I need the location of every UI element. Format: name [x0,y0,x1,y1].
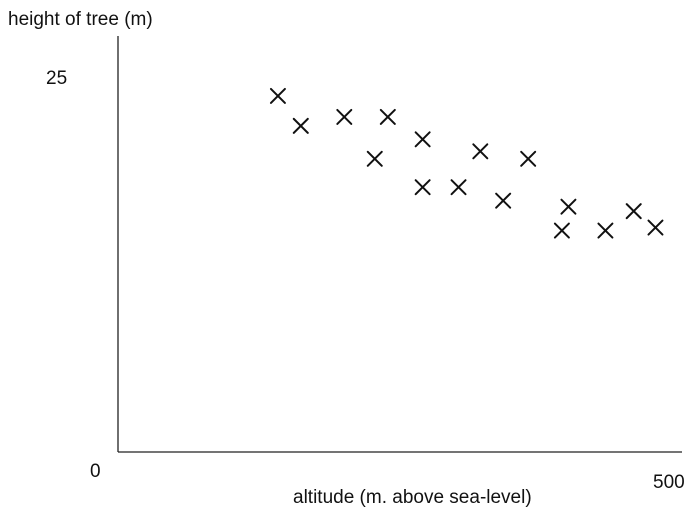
data-point-12 [553,222,570,239]
data-point-6 [414,131,431,148]
data-point-16 [647,219,664,236]
data-point-9 [472,143,489,160]
axes [117,36,682,453]
data-point-13 [560,198,577,215]
data-points [269,87,664,239]
x-tick-label-origin: 0 [90,461,101,482]
data-point-15 [625,203,642,220]
data-point-10 [495,192,512,209]
data-point-2 [292,117,309,134]
data-point-7 [414,179,431,196]
data-point-8 [450,179,467,196]
data-point-11 [520,150,537,167]
y-tick-label-top: 25 [46,68,67,89]
data-point-1 [269,87,286,104]
y-axis-label: height of tree (m) [8,9,153,30]
data-point-5 [379,108,396,125]
x-axis-label: altitude (m. above sea-level) [293,487,532,508]
data-point-3 [336,108,353,125]
data-point-14 [597,222,614,239]
x-tick-label-end: 500 [653,472,685,493]
data-point-4 [366,150,383,167]
